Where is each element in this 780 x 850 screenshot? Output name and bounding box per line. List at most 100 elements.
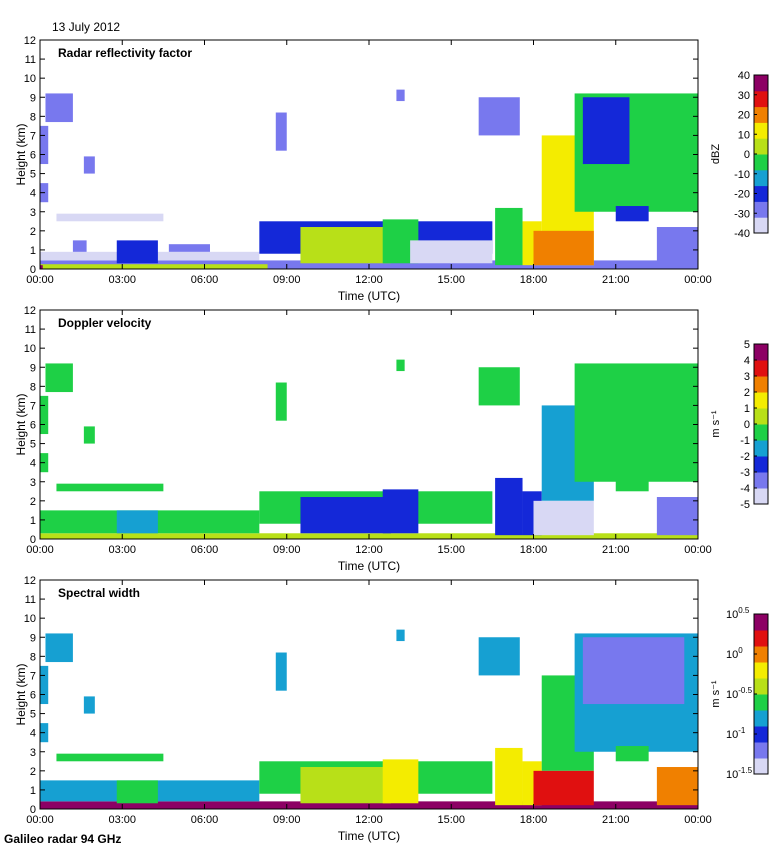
- colorbar-segment: [754, 376, 768, 380]
- colorbar-segment: [754, 464, 768, 468]
- y-tick-label: 8: [30, 651, 36, 663]
- colorbar-segment: [754, 493, 768, 497]
- colorbar-segment: [754, 662, 768, 666]
- y-tick-label: 9: [30, 362, 36, 374]
- colorbar-label: dBZ: [710, 144, 722, 164]
- heatmap-cell: [45, 363, 73, 393]
- colorbar-segment: [754, 450, 768, 454]
- heatmap-cell: [83, 696, 95, 714]
- colorbar-segment: [754, 453, 768, 457]
- colorbar-segment: [754, 204, 768, 208]
- heatmap-cell: [495, 477, 523, 536]
- colorbar-segment: [754, 400, 768, 404]
- y-tick-label: 3: [30, 747, 36, 759]
- colorbar-segment: [754, 122, 768, 126]
- heatmap-cell: [582, 637, 685, 705]
- colorbar-segment: [754, 752, 768, 756]
- x-tick-label: 21:00: [602, 274, 630, 286]
- colorbar-tick-label: -40: [734, 228, 750, 240]
- colorbar-segment: [754, 109, 768, 113]
- y-tick-label: 4: [30, 458, 36, 470]
- y-tick-label: 2: [30, 496, 36, 508]
- x-tick-label: 00:00: [26, 274, 54, 286]
- colorbar-segment: [754, 490, 768, 494]
- colorbar-segment: [754, 702, 768, 706]
- y-axis-label: Height (km): [14, 123, 28, 185]
- colorbar-tick-label: -2: [740, 451, 750, 463]
- heatmap-cell: [275, 652, 287, 691]
- colorbar-segment: [754, 616, 768, 620]
- x-tick-label: 00:00: [26, 814, 54, 826]
- colorbar-segment: [754, 96, 768, 100]
- colorbar-segment: [754, 429, 768, 433]
- colorbar-segment: [754, 75, 768, 79]
- colorbar-segment: [754, 394, 768, 398]
- colorbar-tick-label: 20: [738, 110, 750, 122]
- colorbar-segment: [754, 426, 768, 430]
- colorbar-segment: [754, 214, 768, 218]
- colorbar-segment: [754, 728, 768, 732]
- colorbar-segment: [754, 477, 768, 481]
- colorbar-tick-label: -4: [740, 483, 750, 495]
- y-tick-label: 5: [30, 439, 36, 451]
- y-tick-label: 11: [25, 594, 36, 606]
- y-tick-label: 7: [30, 400, 36, 412]
- x-tick-label: 00:00: [684, 814, 712, 826]
- colorbar-tick-label: 10-1.5: [726, 766, 753, 781]
- y-tick-label: 8: [30, 381, 36, 393]
- colorbar-segment: [754, 227, 768, 231]
- colorbar-segment: [754, 392, 768, 396]
- colorbar-segment: [754, 169, 768, 173]
- heatmap-cell: [533, 770, 594, 806]
- colorbar-tick-label: 4: [744, 355, 750, 367]
- heatmap-cell: [478, 367, 520, 406]
- colorbar-segment: [754, 368, 768, 372]
- colorbar-segment: [754, 211, 768, 216]
- y-tick-label: 7: [30, 670, 36, 682]
- x-tick-label: 06:00: [191, 274, 219, 286]
- colorbar-segment: [754, 696, 768, 700]
- colorbar-segment: [754, 117, 768, 121]
- heatmap-cell: [382, 489, 419, 534]
- colorbar-tick-label: 10: [738, 129, 750, 141]
- x-tick-label: 00:00: [684, 274, 712, 286]
- heatmap-cell: [56, 213, 164, 222]
- heatmap-cell: [410, 240, 493, 264]
- colorbar-segment: [754, 125, 768, 129]
- colorbar-segment: [754, 140, 768, 144]
- y-tick-label: 6: [30, 690, 36, 702]
- colorbar-segment: [754, 456, 768, 460]
- heatmap-cell: [168, 244, 210, 252]
- colorbar-segment: [754, 482, 768, 486]
- heatmap-cell: [116, 780, 158, 804]
- colorbar-label: m s⁻¹: [710, 410, 722, 438]
- heatmap-cell: [533, 230, 594, 266]
- y-tick-label: 10: [24, 343, 36, 355]
- heatmap-cell: [275, 112, 287, 151]
- colorbar-segment: [754, 360, 768, 364]
- colorbar-segment: [754, 98, 768, 102]
- colorbar-segment: [754, 755, 768, 759]
- colorbar-tick-label: 100.5: [726, 606, 750, 621]
- colorbar-segment: [754, 694, 768, 698]
- colorbar-segment: [754, 670, 768, 674]
- colorbar-segment: [754, 635, 768, 639]
- x-tick-label: 12:00: [355, 544, 383, 556]
- x-tick-label: 00:00: [684, 544, 712, 556]
- heatmap-cell: [574, 363, 698, 482]
- colorbar-segment: [754, 346, 768, 350]
- heatmap-cell: [656, 227, 698, 266]
- colorbar-segment: [754, 485, 768, 489]
- colorbar-segment: [754, 442, 768, 446]
- colorbar-segment: [754, 715, 768, 719]
- heatmap-cell: [495, 207, 523, 266]
- colorbar-segment: [754, 742, 768, 746]
- colorbar-segment: [754, 646, 768, 650]
- heatmap-cell: [45, 93, 73, 123]
- colorbar-segment: [754, 209, 768, 213]
- heatmap-cell: [382, 759, 419, 804]
- heatmap-cell: [40, 264, 268, 269]
- colorbar-segment: [754, 151, 768, 155]
- y-tick-label: 11: [25, 324, 36, 336]
- heatmap-cell: [615, 746, 649, 762]
